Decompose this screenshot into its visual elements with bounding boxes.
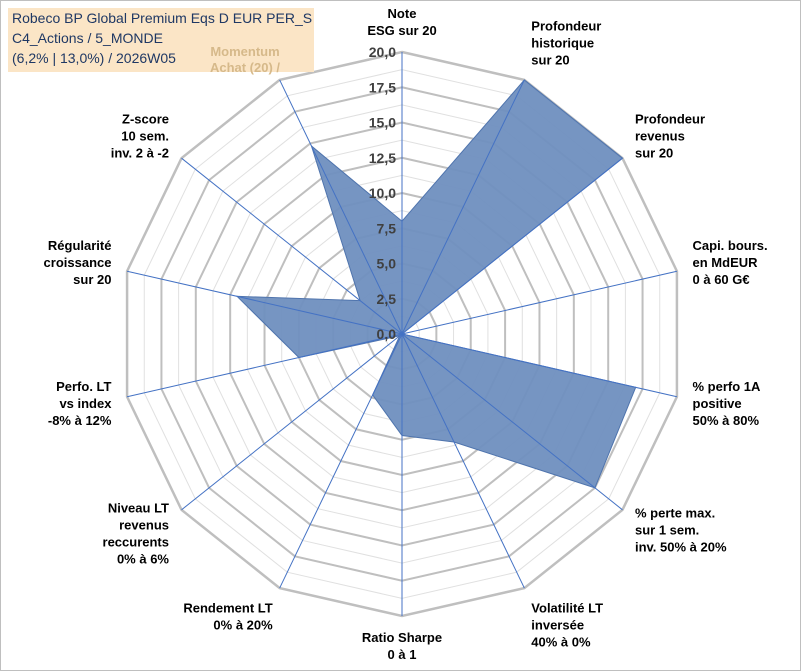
radar-spoke [401, 333, 525, 589]
radial-tick-label: 7,5 [377, 220, 397, 236]
category-label: Z-score 10 sem. inv. 2 à -2 [111, 112, 169, 161]
category-label: Profondeur revenus sur 20 [635, 112, 705, 161]
radar-spoke [401, 270, 678, 335]
momentum-label-overlay: Momentum Achat (20) / [209, 44, 281, 75]
radial-tick-label: 15,0 [369, 115, 396, 131]
fund-category: C4_Actions / 5_MONDE [12, 30, 163, 46]
radar-spoke [401, 157, 623, 335]
radial-tick-label: 2,5 [377, 291, 397, 307]
radar-spoke [401, 79, 525, 335]
category-label: Capi. bours. en MdEUR 0 à 60 G€ [693, 238, 768, 287]
radar-spoke [181, 157, 403, 335]
category-label: Note ESG sur 20 [367, 6, 436, 38]
radar-spoke [126, 270, 403, 335]
category-label: % perfo 1A positive 50% à 80% [693, 379, 762, 428]
category-label: Profondeur historique sur 20 [531, 19, 601, 68]
radar-spoke [181, 333, 403, 511]
radial-tick-label: 17,5 [369, 79, 396, 95]
radar-spoke [279, 79, 403, 335]
radial-tick-label: 12,5 [369, 150, 396, 166]
radar-spoke [279, 333, 403, 589]
radar-spoke [401, 333, 678, 398]
radial-tick-label: 5,0 [377, 256, 397, 272]
category-label: Ratio Sharpe 0 à 1 [362, 630, 442, 662]
radial-tick-label: 20,0 [369, 44, 396, 60]
category-label: Régularité croissance sur 20 [44, 238, 112, 287]
category-label: Perfo. LT vs index -8% à 12% [48, 379, 112, 428]
fund-stats: (6,2% | 13,0%) / 2026W05 [12, 50, 176, 66]
radar-spoke [401, 333, 623, 511]
category-label: Niveau LT revenus reccurents 0% à 6% [103, 501, 170, 567]
radial-tick-label: 0,0 [377, 326, 397, 342]
fund-name: Robeco BP Global Premium Eqs D EUR PER_S [12, 10, 313, 26]
chart-header: Robeco BP Global Premium Eqs D EUR PER_S… [8, 8, 314, 75]
category-label: Volatilité LT inversée 40% à 0% [531, 600, 603, 649]
category-label: % perte max. sur 1 sem. inv. 50% à 20% [635, 505, 727, 554]
radial-tick-label: 10,0 [369, 185, 396, 201]
category-label: Rendement LT 0% à 20% [183, 600, 273, 632]
radar-spoke [126, 333, 403, 398]
